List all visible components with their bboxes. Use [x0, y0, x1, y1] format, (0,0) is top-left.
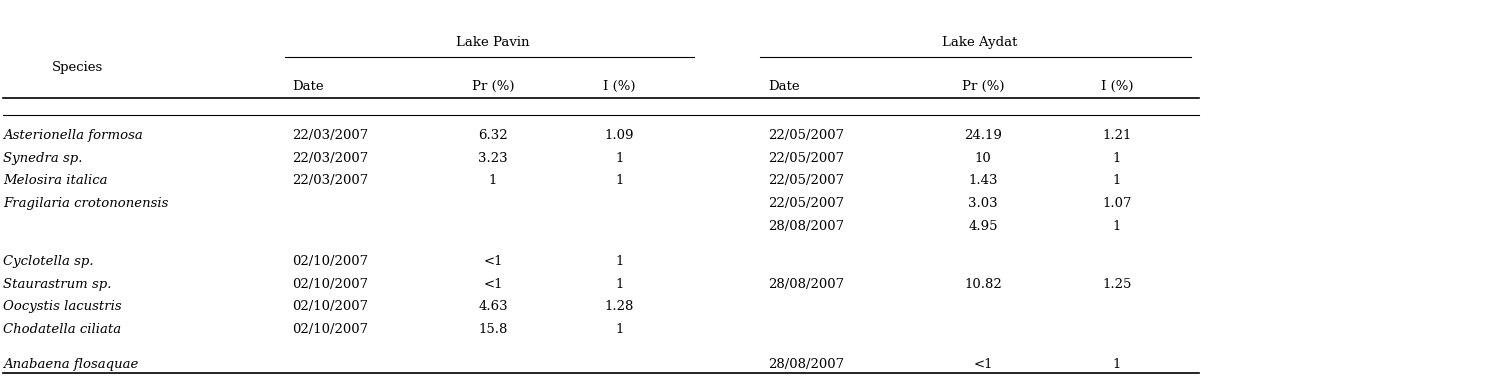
Text: 1.28: 1.28: [604, 301, 634, 313]
Text: I (%): I (%): [602, 81, 635, 93]
Text: Date: Date: [768, 81, 799, 93]
Text: Synedra sp.: Synedra sp.: [3, 152, 82, 164]
Text: 22/05/2007: 22/05/2007: [768, 129, 844, 142]
Text: 1.09: 1.09: [604, 129, 634, 142]
Text: 1: 1: [1112, 174, 1121, 187]
Text: 1: 1: [616, 152, 623, 164]
Text: 1.07: 1.07: [1102, 197, 1132, 210]
Text: Species: Species: [51, 61, 103, 74]
Text: 28/08/2007: 28/08/2007: [768, 220, 844, 233]
Text: Date: Date: [292, 81, 324, 93]
Text: <1: <1: [483, 277, 502, 291]
Text: I (%): I (%): [1100, 81, 1133, 93]
Text: 1.25: 1.25: [1102, 277, 1132, 291]
Text: 22/03/2007: 22/03/2007: [292, 129, 368, 142]
Text: 28/08/2007: 28/08/2007: [768, 358, 844, 371]
Text: 4.63: 4.63: [479, 301, 508, 313]
Text: 1: 1: [616, 277, 623, 291]
Text: <1: <1: [974, 358, 993, 371]
Text: 28/08/2007: 28/08/2007: [768, 277, 844, 291]
Text: 1: 1: [616, 323, 623, 336]
Text: 1: 1: [1112, 220, 1121, 233]
Text: 1.21: 1.21: [1102, 129, 1132, 142]
Text: 1: 1: [1112, 358, 1121, 371]
Text: 1.43: 1.43: [969, 174, 997, 187]
Text: 22/05/2007: 22/05/2007: [768, 152, 844, 164]
Text: Anabaena flosaquae: Anabaena flosaquae: [3, 358, 139, 371]
Text: 22/05/2007: 22/05/2007: [768, 197, 844, 210]
Text: 02/10/2007: 02/10/2007: [292, 255, 368, 268]
Text: Chodatella ciliata: Chodatella ciliata: [3, 323, 121, 336]
Text: 24.19: 24.19: [965, 129, 1002, 142]
Text: 22/03/2007: 22/03/2007: [292, 174, 368, 187]
Text: 1: 1: [489, 174, 497, 187]
Text: Pr (%): Pr (%): [962, 81, 1005, 93]
Text: Fragilaria crotononensis: Fragilaria crotononensis: [3, 197, 168, 210]
Text: 22/03/2007: 22/03/2007: [292, 152, 368, 164]
Text: 3.03: 3.03: [968, 197, 997, 210]
Text: Pr (%): Pr (%): [471, 81, 514, 93]
Text: Melosira italica: Melosira italica: [3, 174, 107, 187]
Text: Staurastrum sp.: Staurastrum sp.: [3, 277, 112, 291]
Text: 10.82: 10.82: [965, 277, 1002, 291]
Text: 1: 1: [616, 174, 623, 187]
Text: 15.8: 15.8: [479, 323, 507, 336]
Text: Lake Aydat: Lake Aydat: [942, 36, 1017, 49]
Text: 02/10/2007: 02/10/2007: [292, 301, 368, 313]
Text: 4.95: 4.95: [969, 220, 997, 233]
Text: Oocystis lacustris: Oocystis lacustris: [3, 301, 121, 313]
Text: <1: <1: [483, 255, 502, 268]
Text: 22/05/2007: 22/05/2007: [768, 174, 844, 187]
Text: Asterionella formosa: Asterionella formosa: [3, 129, 143, 142]
Text: 1: 1: [616, 255, 623, 268]
Text: 10: 10: [975, 152, 992, 164]
Text: 02/10/2007: 02/10/2007: [292, 277, 368, 291]
Text: 6.32: 6.32: [479, 129, 508, 142]
Text: 02/10/2007: 02/10/2007: [292, 323, 368, 336]
Text: Lake Pavin: Lake Pavin: [456, 36, 529, 49]
Text: 3.23: 3.23: [479, 152, 508, 164]
Text: Cyclotella sp.: Cyclotella sp.: [3, 255, 94, 268]
Text: 1: 1: [1112, 152, 1121, 164]
